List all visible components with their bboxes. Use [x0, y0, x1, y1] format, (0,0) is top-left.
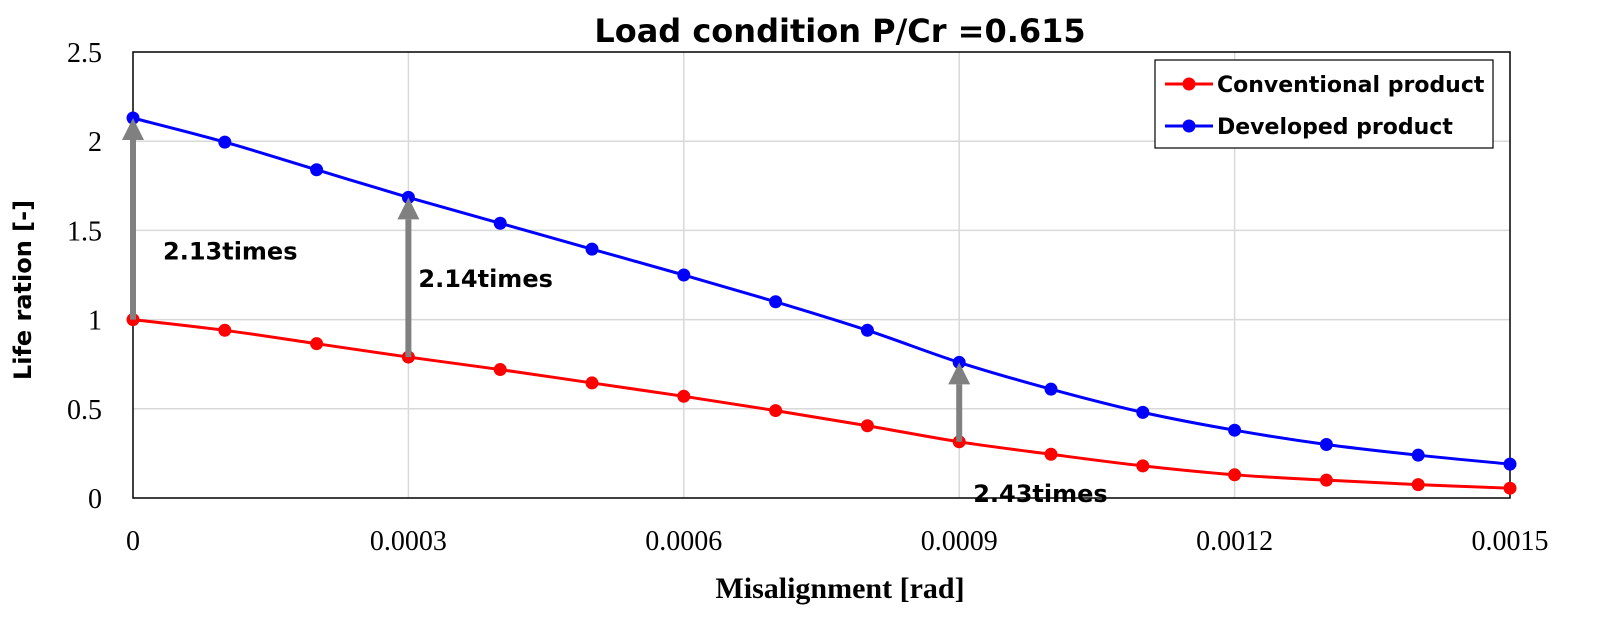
- data-point: [1044, 447, 1058, 461]
- y-tick-label: 1: [88, 306, 102, 337]
- data-point: [1228, 468, 1242, 482]
- x-tick-label: 0.0009: [921, 526, 998, 557]
- y-tick-label: 0: [88, 484, 102, 515]
- data-point: [1411, 478, 1425, 492]
- ratio-annotation: 2.13times: [122, 118, 297, 320]
- legend-item: Conventional product: [1165, 73, 1485, 98]
- x-axis-label: Misalignment [rad]: [715, 572, 964, 605]
- x-axis-ticks: 0 0.0003 0.0006 0.0009 0.0012 0.0015: [126, 526, 1549, 557]
- series-line: [132, 116, 1511, 466]
- x-tick-label: 0.0006: [645, 526, 722, 557]
- ratio-label: 2.13times: [163, 238, 297, 266]
- data-point: [769, 295, 783, 309]
- arrow-head: [122, 118, 144, 141]
- y-axis-ticks: 0 0.5 1 1.5 2 2.5: [67, 38, 102, 515]
- legend-box: [1154, 59, 1494, 149]
- x-tick-label: 0.0012: [1196, 526, 1273, 557]
- data-point: [1503, 457, 1517, 471]
- data-point: [677, 268, 691, 282]
- data-point: [493, 363, 507, 377]
- legend: Conventional product Developed product: [1154, 59, 1494, 149]
- series-conventional: [126, 313, 1517, 495]
- y-axis-label: Life ration [-]: [9, 200, 37, 380]
- legend-marker: [1182, 77, 1196, 91]
- data-point: [1411, 448, 1425, 462]
- data-point: [1044, 382, 1058, 396]
- legend-marker: [1182, 119, 1196, 133]
- data-point: [493, 216, 507, 230]
- ratio-label: 2.14times: [418, 265, 552, 293]
- gridlines: [133, 52, 1510, 498]
- data-point: [585, 242, 599, 256]
- data-point: [585, 376, 599, 390]
- data-point: [310, 337, 324, 351]
- ratio-annotation: 2.43times: [948, 362, 1108, 508]
- ratio-label: 2.43times: [973, 480, 1107, 508]
- data-point: [1228, 423, 1242, 437]
- legend-label: Conventional product: [1217, 73, 1485, 98]
- data-point: [310, 163, 324, 177]
- y-tick-label: 0.5: [67, 395, 102, 426]
- x-tick-label: 0: [126, 526, 140, 557]
- x-tick-label: 0.0003: [370, 526, 447, 557]
- data-point: [218, 135, 232, 149]
- annotation-layer: 2.13times 2.14times 2.43times: [122, 118, 1108, 508]
- legend-item: Developed product: [1165, 115, 1453, 140]
- data-point: [1319, 473, 1333, 487]
- y-tick-label: 2: [88, 127, 102, 158]
- data-point: [769, 404, 783, 418]
- data-point: [218, 323, 232, 337]
- data-point: [1136, 405, 1150, 419]
- y-tick-label: 1.5: [67, 216, 102, 247]
- data-point: [1319, 437, 1333, 451]
- arrow-head: [948, 362, 971, 385]
- x-tick-label: 0.0015: [1472, 526, 1549, 557]
- legend-label: Developed product: [1217, 115, 1453, 140]
- chart-title: Load condition P/Cr =0.615: [594, 12, 1085, 50]
- data-point: [677, 389, 691, 403]
- data-point: [860, 419, 874, 433]
- data-point: [860, 323, 874, 337]
- series-line: [132, 318, 1511, 490]
- data-point: [1503, 481, 1517, 495]
- ratio-annotation: 2.14times: [397, 197, 553, 358]
- series-developed: [126, 111, 1517, 471]
- y-tick-label: 2.5: [67, 38, 102, 69]
- arrow-head: [397, 197, 420, 220]
- data-point: [1136, 459, 1150, 473]
- series-layer: [126, 111, 1517, 495]
